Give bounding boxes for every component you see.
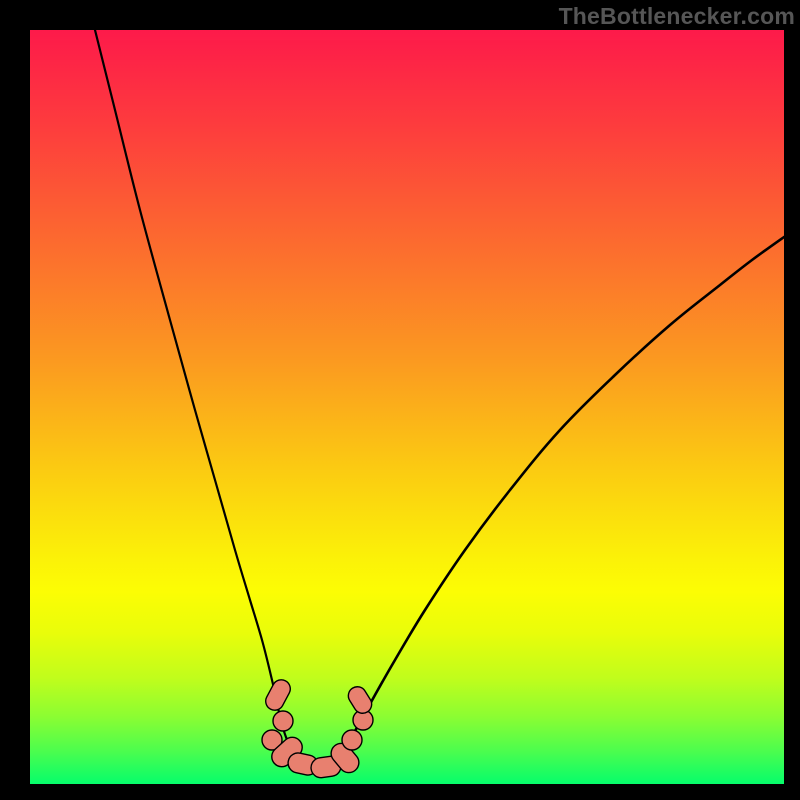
data-point-markers bbox=[262, 677, 375, 779]
data-point-marker bbox=[345, 683, 375, 716]
data-point-marker bbox=[342, 730, 362, 750]
data-point-marker bbox=[273, 711, 293, 731]
curve-left bbox=[95, 30, 287, 740]
curve-right bbox=[350, 237, 784, 740]
chart-svg bbox=[0, 0, 800, 800]
data-point-marker bbox=[263, 677, 294, 714]
watermark-text: TheBottlenecker.com bbox=[559, 3, 795, 30]
